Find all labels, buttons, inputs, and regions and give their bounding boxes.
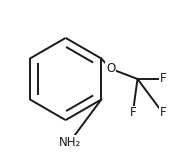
Text: NH₂: NH₂ xyxy=(58,136,81,149)
Text: F: F xyxy=(130,106,136,119)
Text: F: F xyxy=(159,106,166,119)
Text: O: O xyxy=(106,62,115,75)
Text: F: F xyxy=(160,73,167,85)
